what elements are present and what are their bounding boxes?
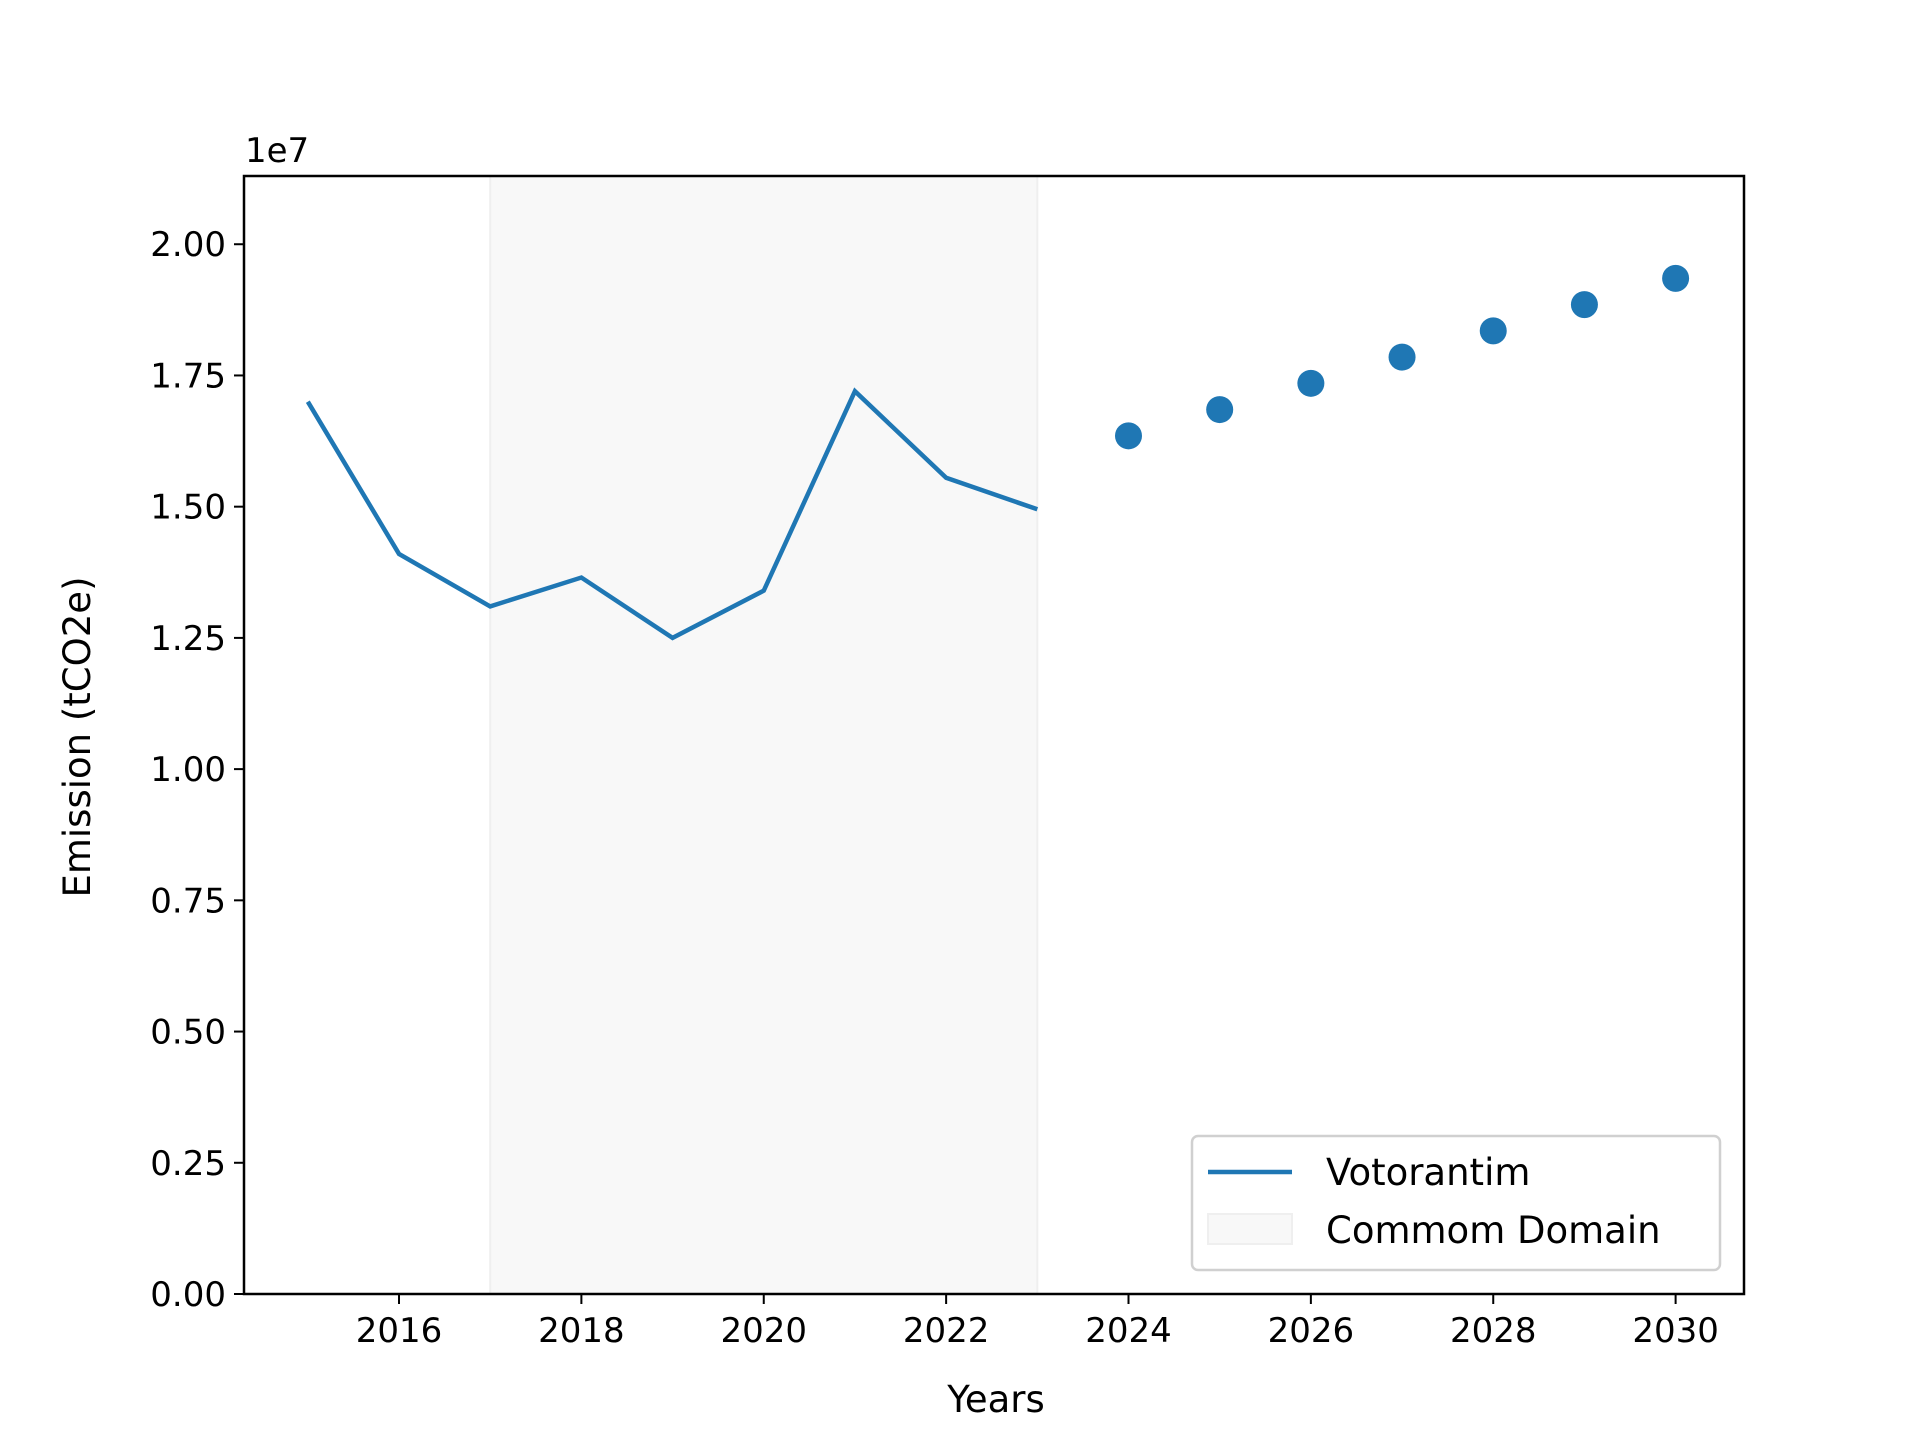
y-tick-label: 1.00	[150, 750, 226, 790]
scatter-point	[1388, 343, 1416, 371]
legend-patch-swatch	[1207, 1213, 1293, 1245]
x-tick-label: 2028	[1450, 1311, 1537, 1351]
x-tick-label: 2026	[1268, 1311, 1355, 1351]
x-tick-label: 2030	[1632, 1311, 1719, 1351]
y-tick-label: 1.25	[150, 619, 226, 659]
y-tick-label: 0.00	[150, 1275, 226, 1315]
x-tick-label: 2020	[720, 1311, 807, 1351]
scatter-point	[1662, 264, 1690, 292]
y-tick-label: 1.50	[150, 488, 226, 528]
x-tick-label: 2016	[356, 1311, 443, 1351]
legend-label-votorantim: Votorantim	[1326, 1151, 1530, 1194]
commom-domain-region	[489, 175, 1039, 1295]
scatter-point	[1297, 369, 1325, 397]
y-tick-label: 0.50	[150, 1013, 226, 1053]
x-tick-label: 2018	[538, 1311, 625, 1351]
y-tick-label: 2.00	[150, 225, 226, 265]
series-line-votorantim	[305, 387, 1039, 641]
x-axis-label: Years	[946, 1378, 1045, 1421]
scatter-point	[1114, 422, 1142, 450]
scatter-point	[1206, 396, 1234, 424]
plot-frame	[242, 174, 1746, 1296]
y-axis-label: Emission (tCO2e)	[56, 576, 99, 897]
x-tick-label: 2024	[1085, 1311, 1172, 1351]
y-tick-label: 0.75	[150, 881, 226, 921]
y-offset-label: 1e7	[245, 131, 309, 171]
x-tick-label: 2022	[903, 1311, 990, 1351]
scatter-point	[1479, 317, 1507, 345]
legend-label-commom-domain: Commom Domain	[1326, 1209, 1661, 1252]
y-tick-label: 1.75	[150, 356, 226, 396]
y-tick-label: 0.25	[150, 1144, 226, 1184]
scatter-point	[1570, 291, 1598, 319]
legend-box	[1190, 1134, 1722, 1272]
